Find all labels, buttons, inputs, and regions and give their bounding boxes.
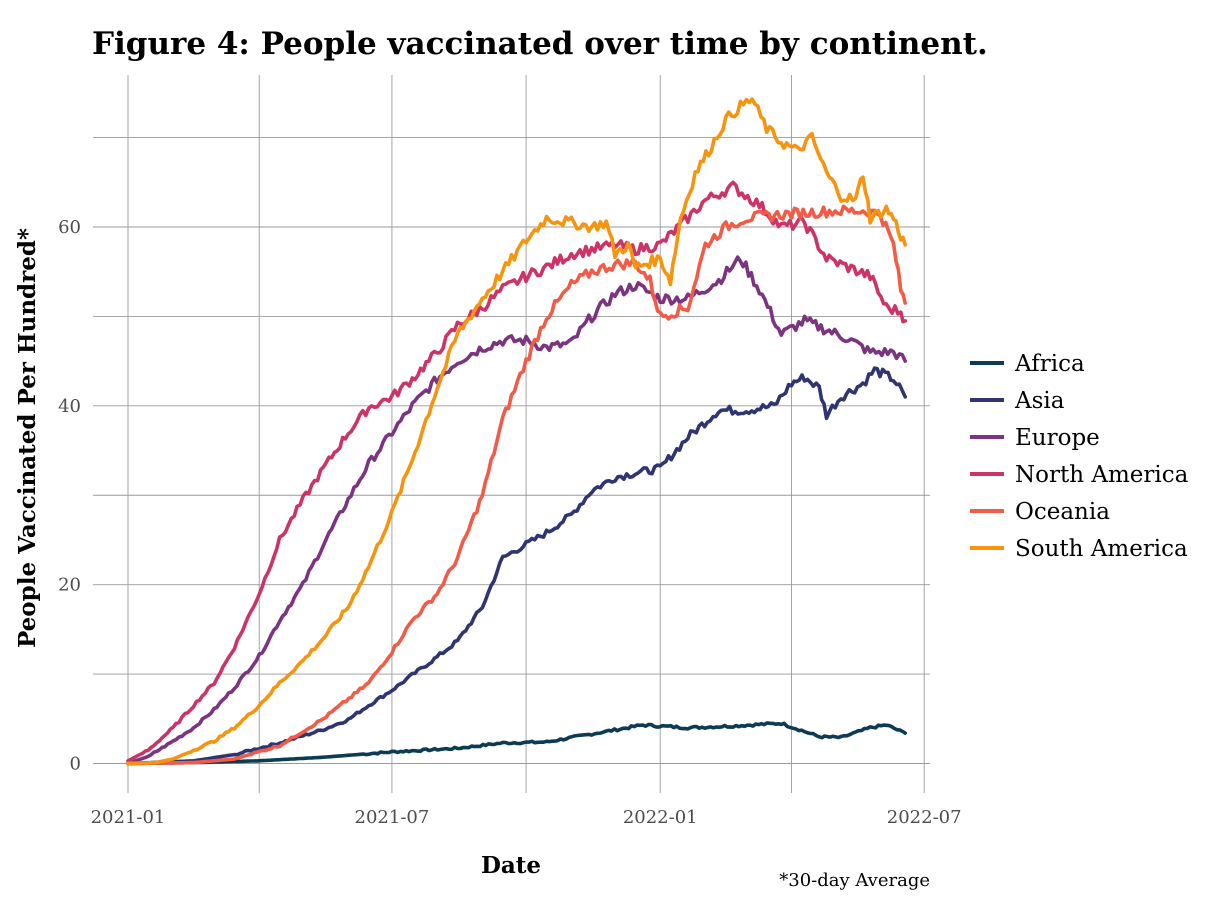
legend-label-north-america: North America — [1015, 462, 1189, 488]
y-tick-label: 60 — [58, 217, 81, 238]
plot-grid — [93, 75, 930, 793]
x-axis-ticks: 2021-01 2021-07 2022-01 2022-07 — [91, 807, 962, 828]
series-lines — [126, 97, 907, 766]
x-axis-label: Date — [481, 852, 541, 879]
x-tick-label: 2022-01 — [623, 807, 698, 828]
legend: Africa Asia Europe North America Oceania Sout… — [970, 351, 1189, 562]
series-line-north-america — [126, 180, 907, 763]
legend-label-oceania: Oceania — [1015, 499, 1110, 525]
x-tick-label: 2022-07 — [887, 807, 962, 828]
y-tick-label: 20 — [58, 575, 81, 596]
y-tick-label: 40 — [58, 396, 81, 417]
y-axis-ticks: 0 20 40 60 — [58, 217, 81, 774]
series-line-africa — [126, 721, 907, 766]
y-tick-label: 0 — [70, 753, 81, 774]
x-tick-label: 2021-07 — [355, 807, 430, 828]
series-line-south-america — [126, 97, 907, 766]
y-axis-label: People Vaccinated Per Hundred* — [14, 228, 41, 648]
caption-note: *30-day Average — [779, 870, 930, 891]
chart-title: Figure 4: People vaccinated over time by… — [92, 26, 988, 62]
series-line-europe — [126, 255, 907, 766]
legend-label-south-america: South America — [1015, 536, 1188, 562]
series-line-oceania — [126, 204, 907, 766]
x-tick-label: 2021-01 — [91, 807, 166, 828]
legend-label-europe: Europe — [1015, 425, 1100, 451]
legend-label-asia: Asia — [1014, 388, 1065, 414]
series-line-asia — [126, 366, 907, 766]
legend-label-africa: Africa — [1014, 351, 1085, 377]
